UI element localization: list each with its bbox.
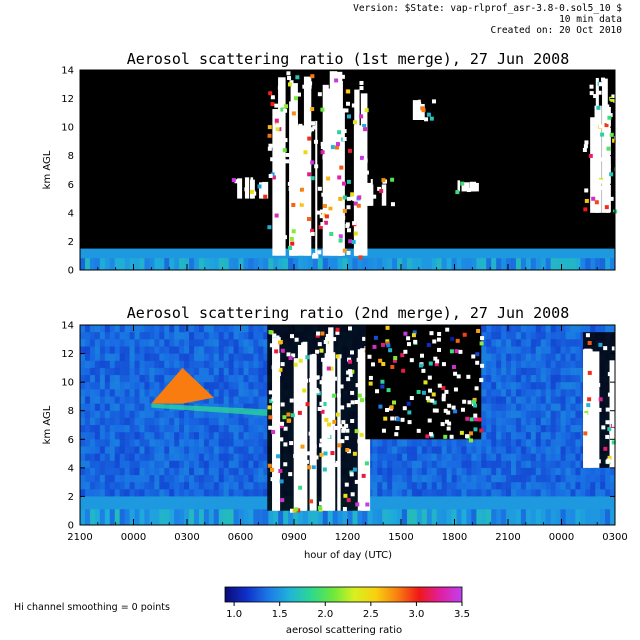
ytick-label: 6 — [68, 180, 74, 191]
ytick-label: 14 — [61, 321, 74, 332]
colorbar-tick-label: 2.5 — [363, 609, 379, 620]
xtick-label: 2100 — [495, 532, 520, 543]
version-label: Version: $State: vap-rlprof_asr-3.8-0.so… — [353, 3, 622, 14]
panel-2-plot — [80, 325, 621, 526]
xtick-label: 0300 — [602, 532, 627, 543]
panel-1-x-ticks — [79, 70, 616, 270]
colorbar-ticks: 1.0 1.5 2.0 2.5 3.0 3.5 — [226, 602, 470, 620]
xtick-label: 0300 — [174, 532, 199, 543]
ytick-label: 0 — [68, 521, 74, 532]
panel-2-x-ticks: 2100 0000 0300 0600 0900 1200 1500 1800 2100 0000… — [67, 325, 628, 543]
ytick-label: 12 — [61, 94, 74, 105]
ytick-label: 2 — [68, 492, 74, 503]
ytick-label: 4 — [68, 208, 74, 219]
panel-1-y-ticks: 0 2 4 6 8 10 12 14 — [61, 66, 615, 277]
panel-2-ylabel: km AGL — [42, 405, 53, 444]
ytick-label: 6 — [68, 435, 74, 446]
xtick-label: 0000 — [549, 532, 574, 543]
xtick-label: 0000 — [121, 532, 146, 543]
panel-1-plot — [80, 70, 619, 270]
ytick-label: 2 — [68, 237, 74, 248]
colorbar-tick-label: 2.0 — [317, 609, 333, 620]
panel-1-title: Aerosol scattering ratio (1st merge), 27… — [127, 50, 570, 68]
xtick-label: 1200 — [335, 532, 360, 543]
xtick-label: 2100 — [67, 532, 92, 543]
xtick-label: 0600 — [228, 532, 253, 543]
panel-2-xlabel: hour of day (UTC) — [304, 550, 392, 561]
colorbar-tick-label: 3.5 — [454, 609, 470, 620]
ytick-label: 8 — [68, 151, 74, 162]
ytick-label: 10 — [61, 378, 74, 389]
panel-2-title: Aerosol scattering ratio (2nd merge), 27… — [127, 304, 570, 322]
panel-2-y-ticks: 0 2 4 6 8 10 12 14 — [61, 321, 615, 532]
ytick-label: 10 — [61, 123, 74, 134]
ytick-label: 14 — [61, 66, 74, 77]
smoothing-note: Hi channel smoothing = 0 points — [14, 602, 170, 613]
ytick-label: 12 — [61, 349, 74, 360]
colorbar-tick-label: 1.5 — [272, 609, 288, 620]
colorbar-frame — [224, 586, 463, 603]
colorbar — [225, 587, 462, 602]
ytick-label: 0 — [68, 266, 74, 277]
xtick-label: 1500 — [388, 532, 413, 543]
panel-1-ylabel: km AGL — [42, 150, 53, 189]
ytick-label: 8 — [68, 406, 74, 417]
resolution-label: 10 min data — [559, 14, 622, 25]
xtick-label: 1800 — [442, 532, 467, 543]
aerosol-layer-tail — [151, 403, 294, 418]
colorbar-tick-label: 1.0 — [226, 609, 242, 620]
ytick-label: 4 — [68, 463, 74, 474]
colorbar-label: aerosol scattering ratio — [286, 625, 402, 636]
colorbar-tick-label: 3.0 — [408, 609, 424, 620]
created-label: Created on: 20 Oct 2010 — [490, 25, 622, 36]
xtick-label: 0900 — [281, 532, 306, 543]
elevated-aerosol-layer — [151, 367, 214, 404]
header-metadata: Version: $State: vap-rlprof_asr-3.8-0.so… — [353, 3, 622, 36]
